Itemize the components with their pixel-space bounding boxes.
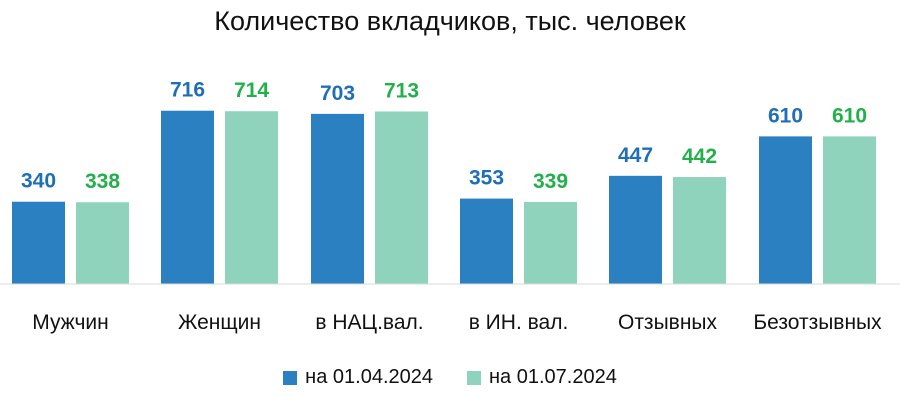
bar-1-5 [759,136,812,284]
category-label-4: Отзывных [618,311,718,334]
bar-1-1 [161,110,214,284]
chart-title: Количество вкладчиков, тыс. человек [214,6,686,36]
bar-1-3 [460,198,513,284]
data-label-2-2: 713 [384,79,419,102]
category-label-3: в ИН. вал. [469,311,569,334]
data-label-1-0: 340 [21,170,56,193]
data-label-1-5: 610 [768,104,803,127]
data-label-2-0: 338 [85,170,120,193]
data-label-1-2: 703 [320,82,355,105]
bar-2-4 [673,177,726,284]
legend-swatch-series-1 [283,370,298,385]
labels-layer: 340 338 Мужчин 716 714 Женщин 703 713 в НАЦ.вал.… [21,79,882,334]
legend-label-series-1: на 01.04.2024 [305,366,433,388]
legend-item-series-2: на 01.07.2024 [467,366,617,389]
data-label-1-4: 447 [618,144,653,167]
legend-swatch-series-2 [467,370,481,385]
category-label-0: Мужчин [32,311,109,334]
bar-1-2 [311,113,364,285]
bar-2-5 [823,136,876,284]
data-label-2-3: 339 [533,170,568,193]
bar-1-0 [12,201,65,284]
data-label-2-5: 610 [832,104,867,127]
legend-label-series-2: на 01.07.2024 [489,366,617,388]
data-label-1-3: 353 [469,167,504,190]
legend: на 01.04.2024 на 01.07.2024 [0,366,900,389]
legend-item-series-1: на 01.04.2024 [283,366,433,389]
bar-2-0 [76,202,129,284]
bars-layer [12,110,876,285]
bar-2-1 [225,111,278,284]
bar-2-2 [375,111,428,284]
category-label-5: Безотзывных [753,311,882,334]
category-label-1: Женщин [178,311,261,334]
bar-2-3 [524,201,577,284]
category-label-2: в НАЦ.вал. [315,311,423,334]
data-label-2-1: 714 [234,79,269,102]
data-label-2-4: 442 [682,145,717,168]
data-label-1-1: 716 [170,79,205,102]
bar-1-4 [609,175,662,284]
